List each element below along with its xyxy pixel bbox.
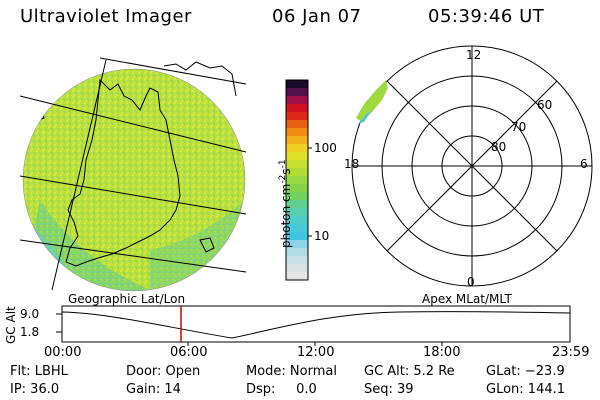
- geographic-label: Geographic Lat/Lon: [68, 292, 186, 306]
- color-bar: [285, 79, 312, 281]
- time-label: 05:39:46 UT: [428, 6, 545, 27]
- time-tick-0600: 06:00: [170, 345, 208, 360]
- gc-alt-axis-label: GC Alt: [4, 306, 18, 344]
- info-door: Door: Open: [126, 364, 201, 379]
- date-label: 06 Jan 07: [272, 6, 362, 27]
- apex-label: Apex MLat/MLT: [422, 292, 512, 306]
- polar-plot: [351, 45, 593, 287]
- mlt-label-18: 18: [344, 157, 360, 171]
- info-gain: Gain: 14: [126, 382, 181, 397]
- alt-tick-high: 9.0: [20, 307, 40, 321]
- colorbar-tick-10: 10: [314, 229, 330, 243]
- time-tick-0000: 00:00: [44, 345, 82, 360]
- info-mode: Mode: Normal: [246, 364, 337, 379]
- lat-label-80: 80: [491, 140, 507, 154]
- mlt-label-12: 12: [466, 48, 482, 62]
- info-ip: IP: 36.0: [10, 382, 60, 397]
- colorbar-tick-100: 100: [314, 141, 337, 155]
- imager-disk: [23, 69, 245, 291]
- polar-aurora-patch: [356, 80, 388, 122]
- app-title: Ultraviolet Imager: [20, 6, 192, 27]
- time-tick-1200: 12:00: [297, 345, 335, 360]
- info-flt: Flt: LBHL: [10, 364, 68, 379]
- info-gcalt: GC Alt: 5.2 Re: [364, 364, 455, 379]
- geo-grid: [19, 57, 247, 291]
- info-glon: GLon: 144.1: [486, 382, 566, 397]
- lat-label-60: 60: [537, 98, 553, 112]
- altitude-plot: [56, 305, 571, 346]
- time-tick-2359: 23:59: [552, 345, 590, 360]
- mlt-label-6: 6: [580, 157, 588, 171]
- info-seq: Seq: 39: [364, 382, 414, 397]
- time-tick-1800: 18:00: [423, 345, 461, 360]
- alt-tick-low: 1.8: [20, 325, 40, 339]
- altitude-curve: [61, 311, 571, 339]
- lat-label-70: 70: [511, 120, 527, 134]
- mlt-label-0: 0: [467, 275, 475, 289]
- info-glat: GLat: −23.9: [486, 364, 565, 379]
- info-dsp: Dsp: 0.0: [246, 382, 317, 397]
- colorbar-unit-label: photon cm-2s-1: [278, 159, 293, 248]
